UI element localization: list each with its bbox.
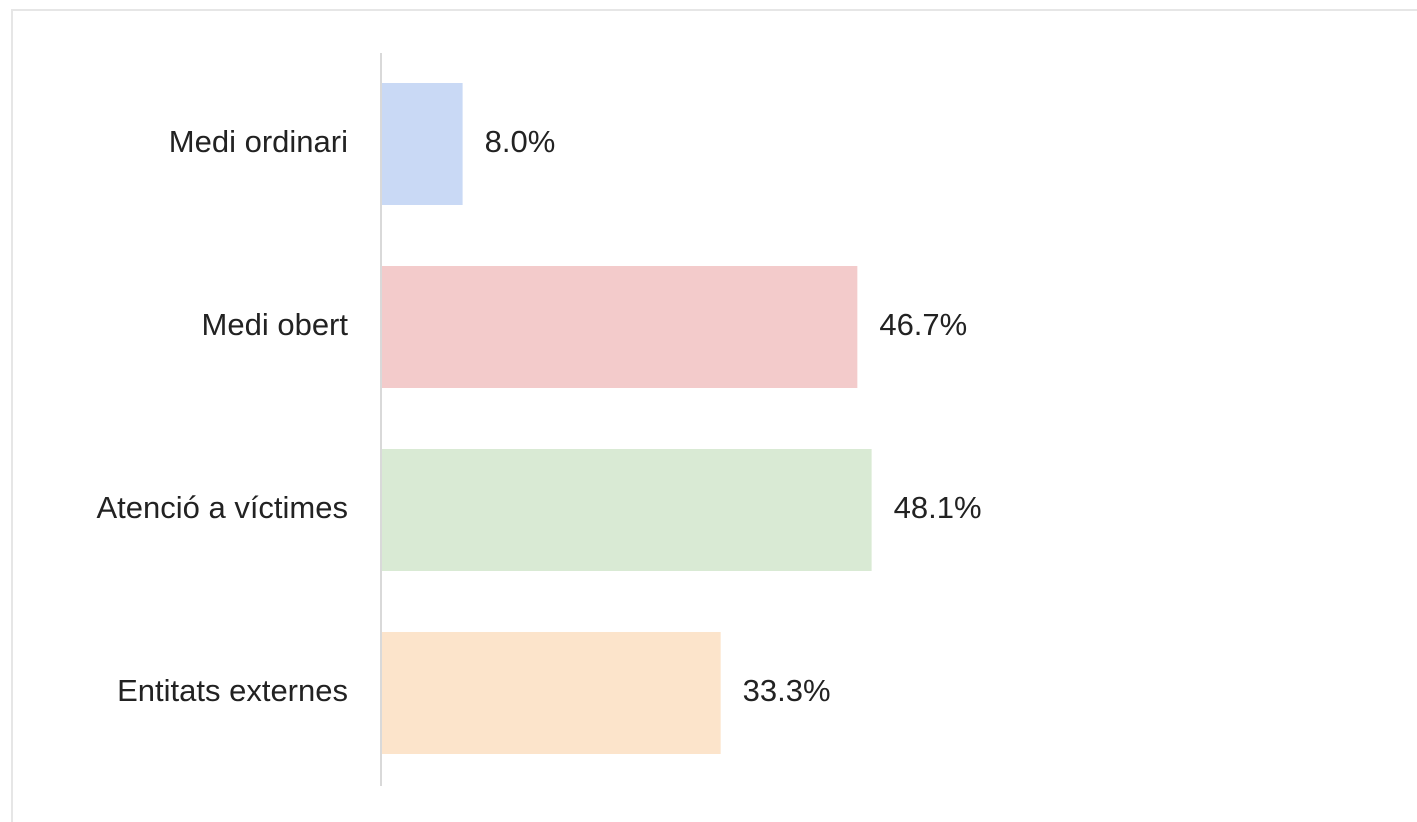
category-label: Entitats externes [117, 673, 348, 708]
category-label: Medi ordinari [169, 124, 348, 159]
bar [381, 632, 721, 754]
bar [381, 83, 463, 205]
value-label: 8.0% [485, 124, 556, 159]
bar [381, 449, 872, 571]
category-label: Atenció a víctimes [96, 490, 348, 525]
value-label: 48.1% [894, 490, 982, 525]
category-label: Medi obert [202, 307, 349, 342]
value-label: 46.7% [879, 307, 967, 342]
value-label: 33.3% [743, 673, 831, 708]
bar [381, 266, 858, 388]
frame [11, 9, 1417, 822]
